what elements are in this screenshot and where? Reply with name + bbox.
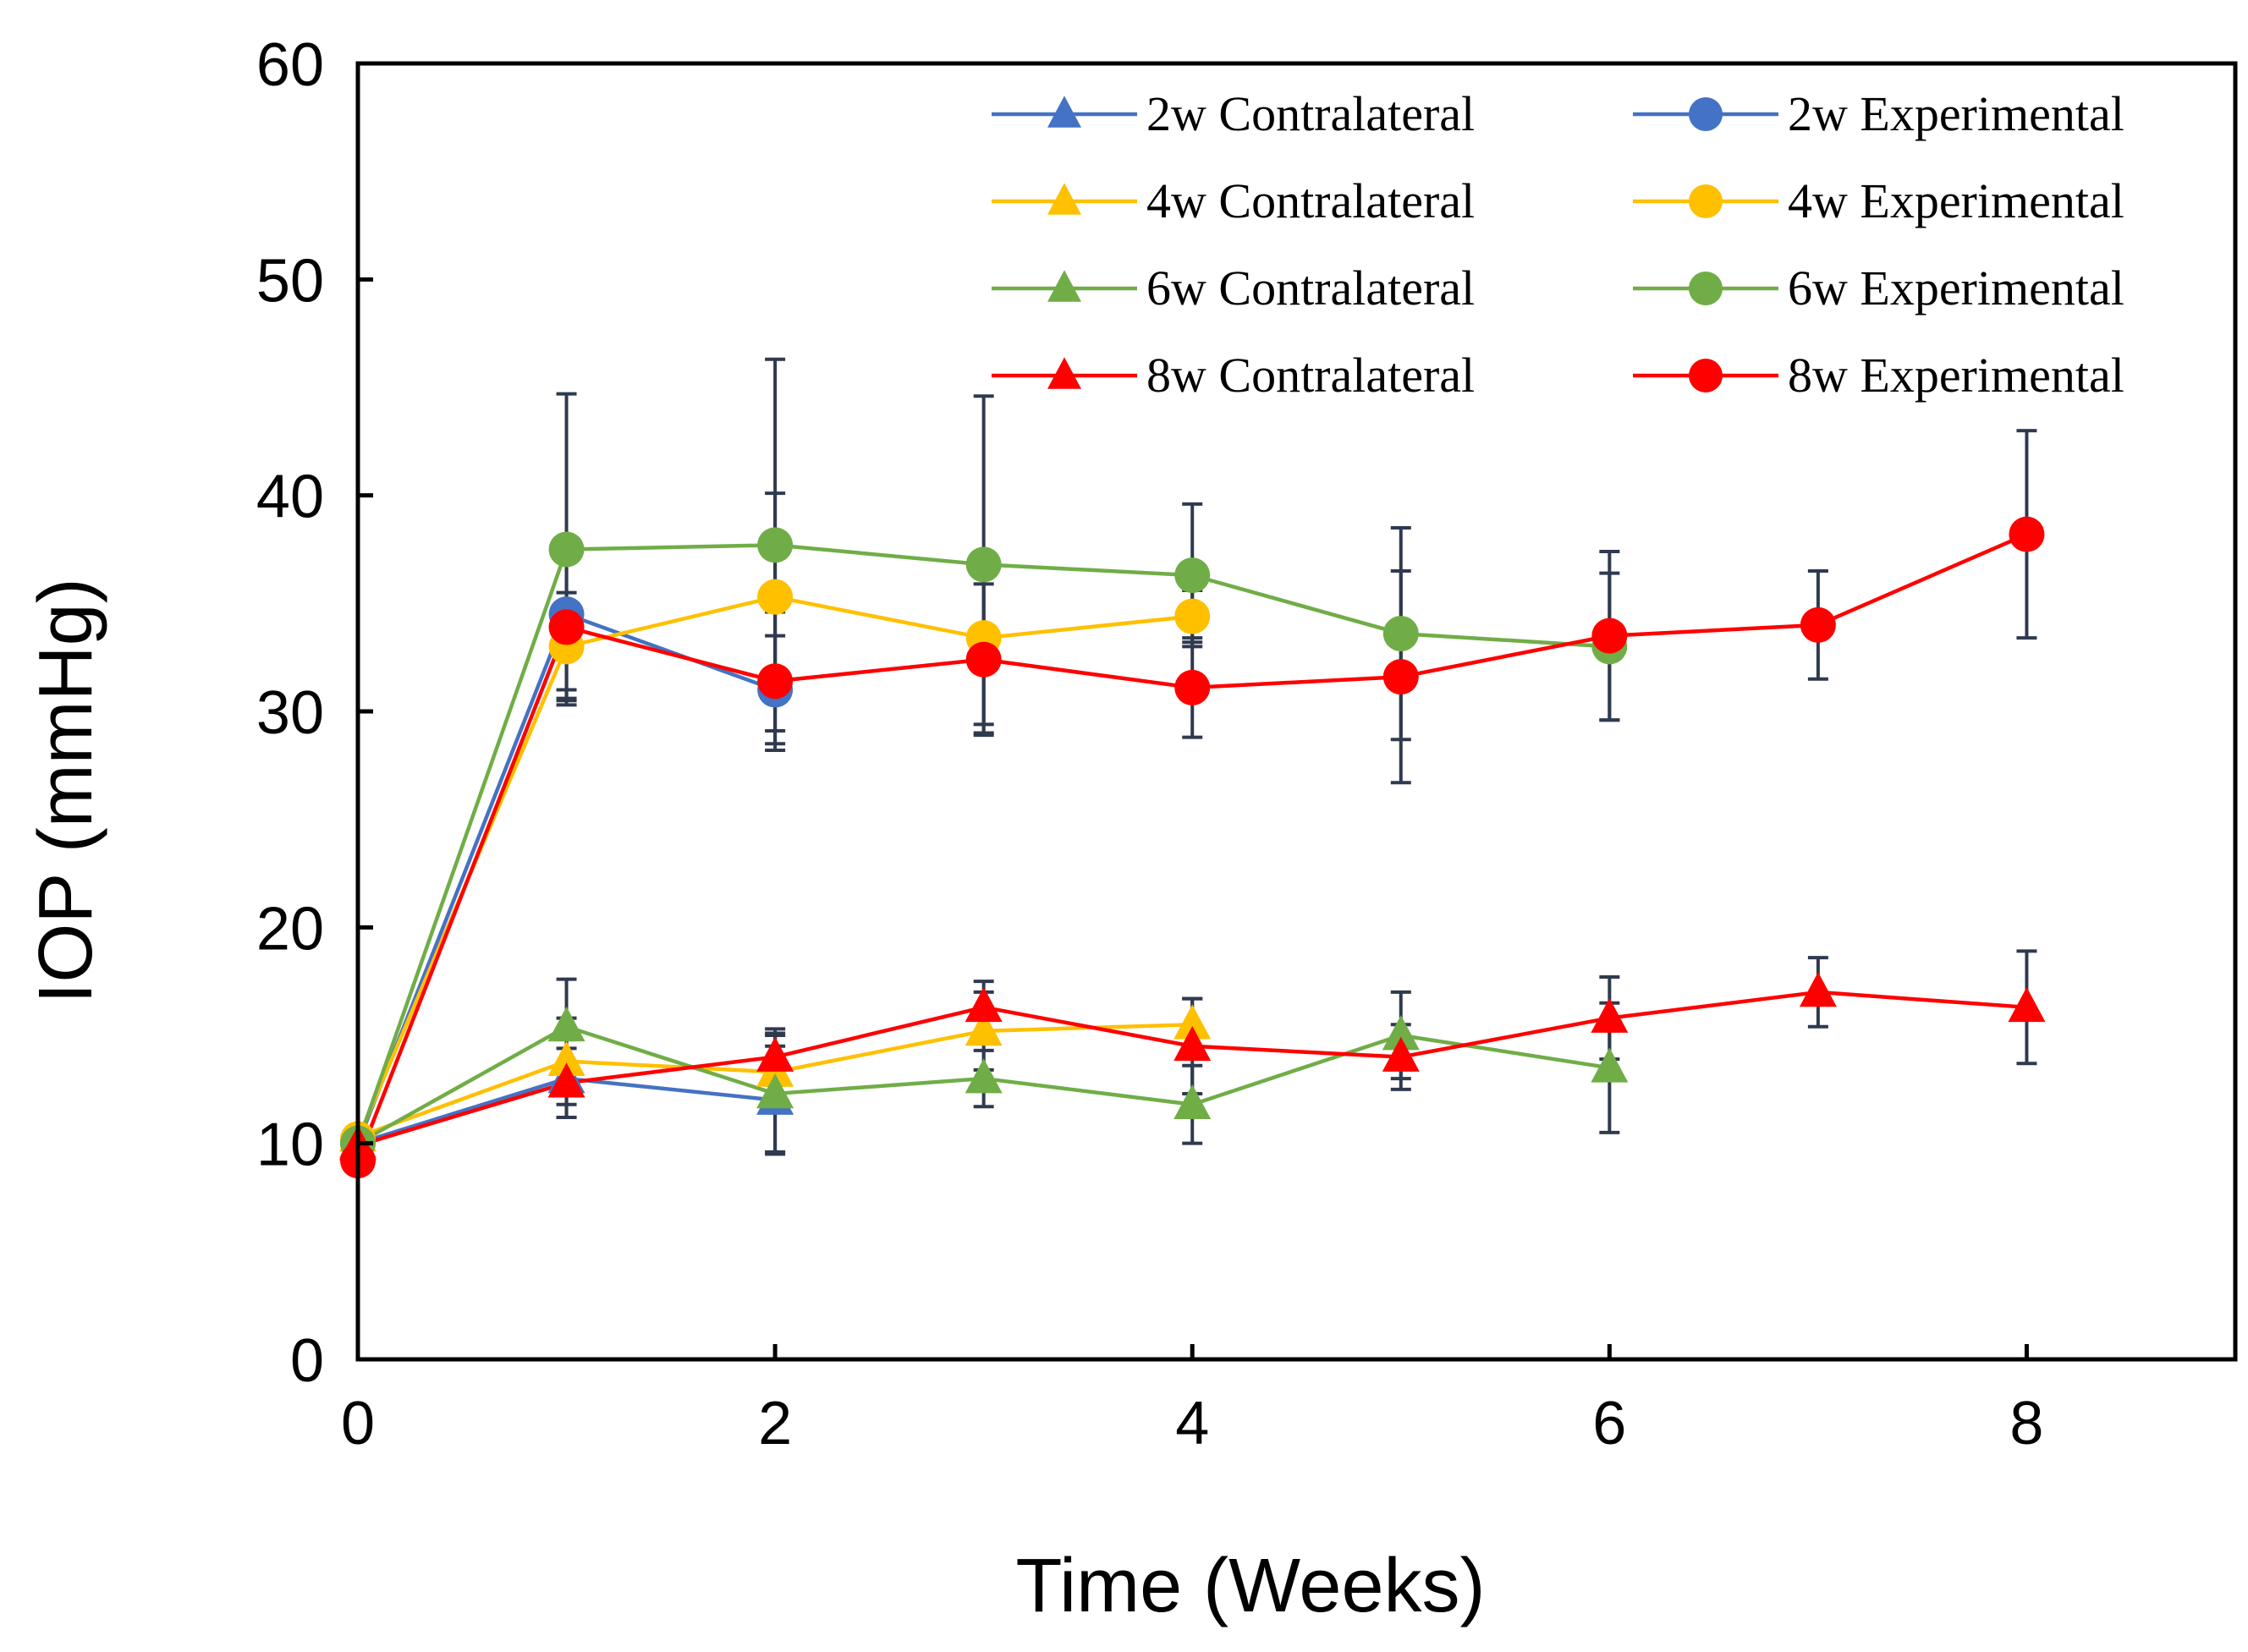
series-markers — [339, 516, 2046, 1179]
x-tick-label-4: 4 — [1175, 1390, 1209, 1457]
6w-contralateral-point-5 — [1382, 1015, 1420, 1051]
4w-experimental-point-4 — [1174, 598, 1211, 634]
4w-contralateral-point-4 — [1173, 1004, 1212, 1040]
legend-4w-experimental-label: 4w Experimental — [1788, 173, 2124, 228]
plot-area-frame — [355, 61, 2238, 1362]
legend-6w-contralateral-marker — [1047, 270, 1081, 302]
legend-4w-contralateral-label: 4w Contralateral — [1146, 173, 1475, 228]
x-tick-label-8: 8 — [2009, 1390, 2043, 1457]
y-tick-label-0: 0 — [290, 1327, 324, 1395]
legend-8w-experimental-label: 8w Experimental — [1788, 348, 2124, 403]
legend: 2w Contralateral 4w Contralateral 6w Contr… — [992, 86, 2124, 403]
8w-contralateral-point-4 — [1173, 1025, 1212, 1062]
6w-experimental-point-5 — [1382, 616, 1419, 652]
y-tick-label-30: 30 — [256, 679, 324, 747]
legend-6w-experimental-marker — [1689, 272, 1723, 305]
4w-experimental-point-2 — [757, 579, 794, 615]
legend-8w-experimental-marker — [1689, 359, 1723, 392]
8w-contralateral-point-7 — [1799, 972, 1837, 1007]
8w-contralateral-point-5 — [1382, 1036, 1420, 1072]
6w-contralateral-point-3 — [965, 1058, 1003, 1094]
y-tick-label-20: 20 — [256, 895, 324, 963]
8w-experimental-point-2 — [757, 663, 794, 700]
legend-4w-contralateral-marker — [1047, 183, 1081, 215]
legend-2w-experimental-label: 2w Experimental — [1788, 86, 2124, 141]
6w-contralateral-point-4 — [1173, 1084, 1212, 1120]
6w-experimental-point-4 — [1174, 557, 1211, 594]
x-axis-ticks: 0 2 4 6 8 — [341, 1344, 2043, 1457]
y-axis-title: IOP (mmHg) — [24, 578, 108, 1003]
8w-experimental-point-6 — [1591, 617, 1628, 654]
6w-experimental-point-2 — [757, 527, 794, 563]
x-tick-label-6: 6 — [1592, 1390, 1626, 1457]
legend-2w-contralateral-marker — [1047, 96, 1081, 128]
6w-experimental-point-3 — [965, 546, 1002, 583]
6w-experimental-point-1 — [548, 531, 585, 568]
y-tick-label-40: 40 — [256, 464, 324, 531]
8w-contralateral-point-8 — [2008, 986, 2046, 1023]
8w-experimental-point-1 — [548, 609, 585, 645]
8w-contralateral-point-3 — [965, 986, 1003, 1023]
8w-contralateral-point-2 — [756, 1036, 794, 1072]
legend-4w-experimental-marker — [1689, 184, 1723, 218]
y-tick-label-50: 50 — [256, 247, 324, 315]
legend-6w-contralateral-label: 6w Contralateral — [1146, 261, 1475, 316]
6w-contralateral-point-6 — [1591, 1047, 1629, 1083]
error-bars — [556, 357, 2037, 1156]
6w-contralateral-point-2 — [756, 1073, 794, 1109]
4w-contralateral-point-3 — [965, 1011, 1003, 1046]
4w-contralateral-point-1 — [547, 1040, 585, 1076]
legend-2w-experimental-marker — [1689, 97, 1723, 131]
8w-experimental-point-8 — [2009, 516, 2045, 552]
legend-2w-contralateral-label: 2w Contralateral — [1146, 86, 1475, 141]
6w-contralateral-point-1 — [547, 1006, 585, 1042]
8w-contralateral-point-6 — [1591, 997, 1629, 1033]
legend-8w-contralateral-label: 8w Contralateral — [1146, 348, 1475, 403]
y-tick-label-60: 60 — [256, 31, 324, 99]
legend-8w-contralateral-marker — [1047, 357, 1081, 389]
x-tick-label-2: 2 — [758, 1390, 792, 1457]
8w-experimental-point-5 — [1382, 659, 1419, 695]
x-axis-title: Time (Weeks) — [1015, 1544, 1485, 1628]
8w-experimental-point-7 — [1800, 606, 1836, 643]
8w-contralateral-point-1 — [547, 1062, 585, 1098]
8w-experimental-point-3 — [965, 641, 1002, 678]
y-tick-label-10: 10 — [256, 1111, 324, 1179]
legend-6w-experimental-label: 6w Experimental — [1788, 261, 2124, 316]
y-axis-ticks: 0 10 20 30 40 50 60 — [256, 31, 373, 1395]
8w-experimental-point-4 — [1174, 669, 1211, 705]
x-tick-label-0: 0 — [341, 1390, 375, 1457]
